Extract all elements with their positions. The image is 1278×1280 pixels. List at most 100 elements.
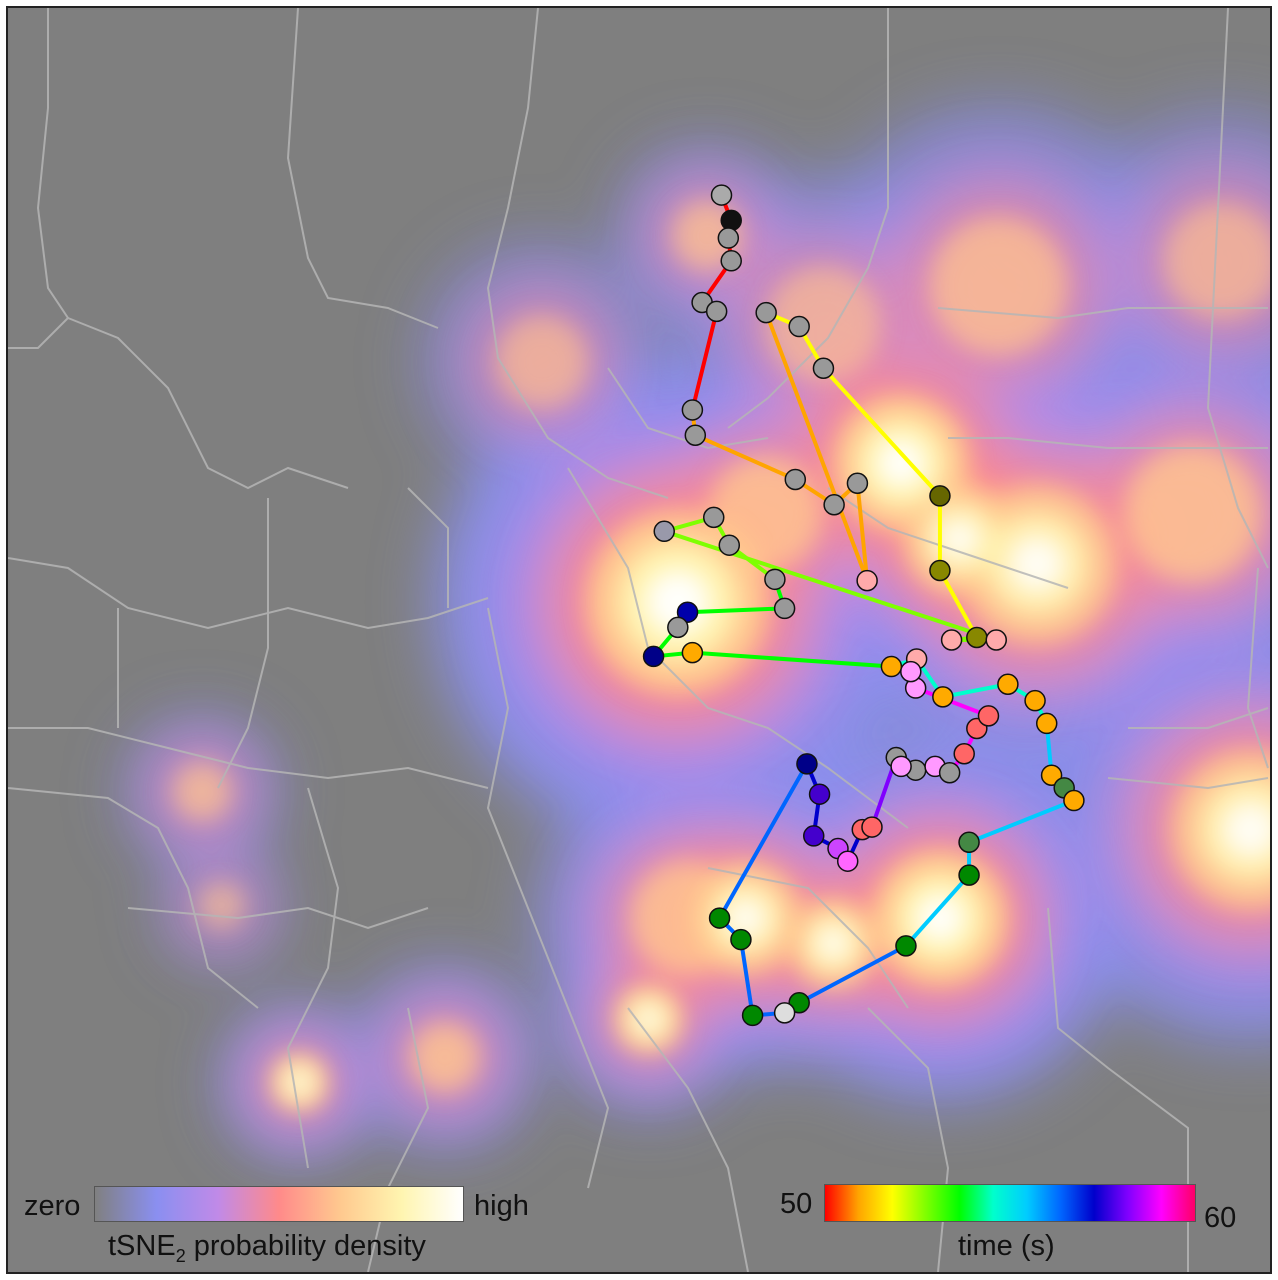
region-boundary — [727, 8, 889, 429]
trajectory-point — [846, 472, 869, 495]
density-legend-low-label: zero — [24, 1190, 81, 1222]
density-legend-high-label: high — [474, 1190, 529, 1222]
region-boundary — [8, 557, 489, 630]
trajectory-point — [958, 864, 980, 886]
time-legend-title: time (s) — [958, 1230, 1055, 1262]
trajectory-point — [812, 357, 835, 379]
trajectory-point — [684, 424, 707, 446]
density-blob — [930, 217, 1067, 355]
trajectory-points — [642, 184, 1085, 1027]
density-blob — [636, 1007, 661, 1032]
trajectory-point — [1040, 764, 1063, 786]
region-boundary — [937, 307, 1268, 320]
trajectory-segment — [937, 568, 979, 640]
region-boundary — [67, 317, 349, 490]
trajectory-point — [720, 250, 742, 272]
trajectory-point — [895, 935, 917, 957]
trajectory-point — [977, 705, 1000, 727]
trajectory-point — [710, 184, 733, 206]
region-boundary — [8, 8, 70, 349]
trajectory-point — [653, 520, 675, 543]
region-boundary — [127, 906, 429, 930]
density-colorbar — [94, 1186, 464, 1222]
trajectory-segment — [797, 943, 908, 1005]
trajectory-point — [985, 629, 1007, 651]
trajectory-point — [900, 660, 922, 683]
region-boundary — [486, 607, 610, 1189]
trajectory-point — [705, 300, 728, 323]
trajectory-segment — [717, 761, 809, 921]
trajectory-segment — [903, 873, 972, 948]
trajectory-segment — [690, 650, 894, 669]
trajectory-point — [929, 485, 951, 507]
region-boundary — [8, 787, 259, 1009]
trajectory-point — [880, 655, 903, 678]
trajectory-point — [755, 301, 777, 324]
trajectory-point — [1035, 712, 1058, 735]
density-legend-title-rest: probability density — [185, 1230, 426, 1262]
density-blob — [876, 438, 926, 488]
trajectory-point — [802, 825, 825, 847]
plot-area — [8, 8, 1270, 1272]
trajectory-point — [929, 559, 951, 582]
trajectory-point — [997, 673, 1019, 695]
region-boundary — [367, 1007, 430, 1272]
trajectory-point — [788, 315, 810, 338]
trajectory-segment — [855, 481, 870, 583]
density-blob — [410, 1022, 479, 1092]
trajectory-point — [932, 686, 954, 708]
region-boundary — [567, 467, 909, 829]
trajectory-point — [958, 831, 980, 853]
trajectory-point — [676, 601, 699, 623]
region-boundary — [407, 487, 449, 608]
region-boundary — [827, 487, 1069, 589]
trajectory-point — [788, 992, 810, 1014]
trajectory-point — [764, 568, 786, 591]
density-blob — [496, 316, 588, 408]
region-boundary — [286, 8, 439, 329]
region-boundary — [948, 437, 1268, 449]
density-blob — [817, 927, 850, 960]
region-boundary — [1107, 777, 1269, 790]
trajectory-point — [1024, 689, 1046, 712]
density-blob — [1124, 445, 1261, 582]
trajectory-point — [784, 468, 807, 491]
trajectory-point — [681, 399, 704, 421]
region-boundary — [1128, 707, 1269, 729]
time-legend-min-label: 50 — [780, 1188, 813, 1220]
density-blob — [939, 518, 980, 560]
trajectory-point — [1063, 789, 1085, 812]
density-blob — [173, 763, 231, 821]
trajectory-segment — [821, 366, 942, 498]
density-legend-title-sub: 2 — [175, 1245, 186, 1266]
trajectory-point — [717, 227, 740, 249]
trajectory-point — [773, 1002, 796, 1024]
trajectory-point — [730, 928, 752, 951]
trajectory-point — [808, 783, 831, 805]
plot-frame: zero high tSNE2 probability density 50 6… — [6, 6, 1272, 1274]
trajectory-segment — [967, 798, 1076, 845]
trajectory-segment — [940, 682, 1010, 699]
region-boundary — [1047, 907, 1189, 1272]
density-legend-title: tSNE2 probability density — [108, 1230, 426, 1267]
density-blob — [1008, 535, 1066, 593]
region-boundary — [707, 867, 909, 1009]
trajectory-point — [667, 616, 689, 639]
region-boundary — [286, 787, 340, 1169]
density-blob — [198, 882, 245, 929]
region-boundary — [607, 367, 769, 450]
trajectory-point — [823, 494, 845, 516]
trajectory-point — [702, 506, 725, 529]
density-legend-title-main: tSNE — [108, 1230, 176, 1262]
trajectory-segment — [690, 309, 719, 412]
time-legend-max-label: 60 — [1204, 1202, 1237, 1234]
trajectory-point — [796, 753, 818, 775]
density-blob — [1222, 801, 1270, 858]
trajectory-point — [642, 645, 665, 668]
region-boundary — [1246, 567, 1269, 769]
region-boundary — [486, 8, 669, 499]
trajectory-point — [940, 629, 963, 651]
trajectory-point — [741, 1004, 764, 1027]
watershed-region-boundaries — [8, 8, 1269, 1272]
density-blob — [1164, 203, 1270, 318]
